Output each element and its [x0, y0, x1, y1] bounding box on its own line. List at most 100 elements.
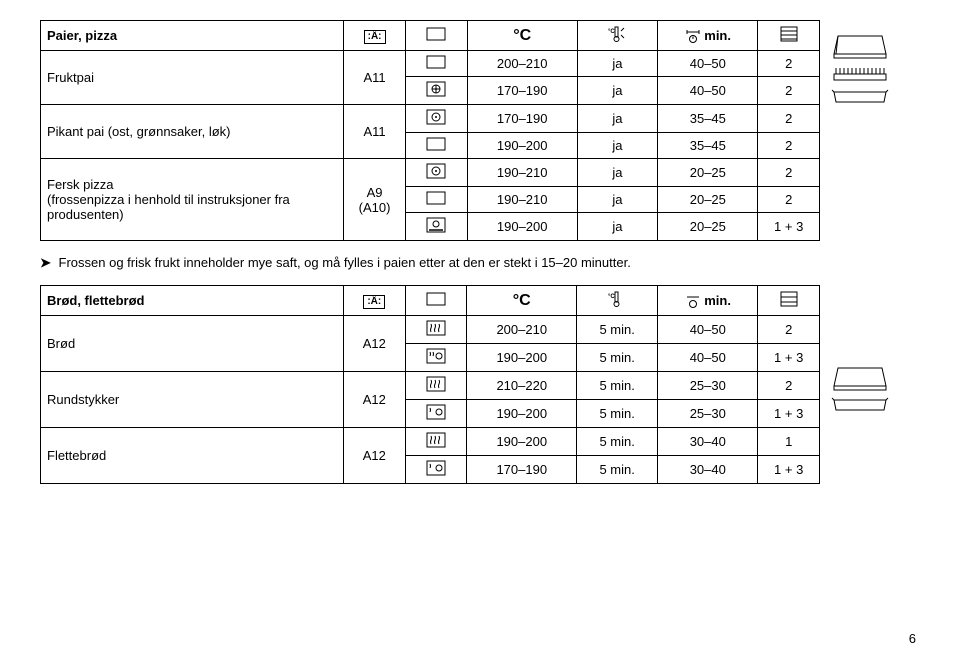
col-icon-qty — [758, 21, 820, 51]
row-label: Pikant pai (ost, grønnsaker, løk) — [41, 105, 344, 159]
mode-cell — [406, 105, 468, 133]
col-icon-time: min. — [658, 286, 758, 316]
qty-cell: 2 — [758, 187, 820, 213]
row-label: Fruktpai — [41, 51, 344, 105]
fan-icon — [426, 81, 446, 97]
row-a: A11 — [343, 105, 405, 159]
qty-cell: 1 + 3 — [758, 456, 820, 484]
qty-cell: 1 + 3 — [758, 344, 820, 372]
col-icon-a: :Ä: — [343, 286, 405, 316]
pre-cell: ja — [577, 51, 658, 77]
qty-cell: 2 — [758, 159, 820, 187]
row-label: Rundstykker — [41, 372, 344, 428]
note: ➤ Frossen og frisk frukt inneholder mye … — [40, 255, 920, 271]
table-title: Brød, flettebrød — [41, 286, 344, 316]
qty-cell: 2 — [758, 372, 820, 400]
qty-cell: 1 — [758, 428, 820, 456]
grid-icon — [780, 291, 798, 307]
mode-cell — [405, 372, 467, 400]
pre-cell: ja — [577, 77, 658, 105]
pre-cell: 5 min. — [577, 400, 658, 428]
mode-cell — [405, 400, 467, 428]
time-cell: 30–40 — [658, 428, 758, 456]
steam-fan-icon — [426, 460, 446, 476]
pre-cell: 5 min. — [577, 428, 658, 456]
rect-icon — [426, 191, 446, 205]
time-cell: 40–50 — [658, 316, 758, 344]
temp-cell: 190–210 — [467, 159, 577, 187]
pre-cell: ja — [577, 187, 658, 213]
steam-icon — [426, 320, 446, 336]
mode-cell — [405, 344, 467, 372]
col-icon-temp: °C — [467, 286, 577, 316]
row-a: A12 — [343, 428, 405, 484]
mode-cell — [405, 316, 467, 344]
svg-text:°C: °C — [608, 29, 615, 35]
mode-cell — [406, 187, 468, 213]
tray-icon — [830, 396, 890, 414]
pre-cell: 5 min. — [577, 456, 658, 484]
steam-icon — [426, 376, 446, 392]
square-a-icon: :Ä: — [364, 30, 386, 44]
col-icon-temp: °C — [467, 21, 577, 51]
rect-icon — [426, 55, 446, 69]
pre-cell: 5 min. — [577, 316, 658, 344]
mode-cell — [406, 133, 468, 159]
temp-cell: 190–210 — [467, 187, 577, 213]
qty-cell: 2 — [758, 133, 820, 159]
temp-cell: 200–210 — [467, 316, 577, 344]
fan-bottom-icon — [426, 217, 446, 233]
qty-cell: 1 + 3 — [758, 213, 820, 241]
time-cell: 35–45 — [658, 133, 758, 159]
temp-cell: 190–200 — [467, 344, 577, 372]
time-cell: 35–45 — [658, 105, 758, 133]
side-icons-2 — [830, 360, 900, 414]
mode-cell — [406, 159, 468, 187]
arrow-icon: ➤ — [40, 255, 51, 270]
temp-cell: 210–220 — [467, 372, 577, 400]
note-text: Frossen og frisk frukt inneholder mye sa… — [59, 255, 631, 270]
qty-cell: 2 — [758, 77, 820, 105]
side-icons-1 — [830, 28, 900, 106]
temp-cell: 170–190 — [467, 456, 577, 484]
row-a: A11 — [343, 51, 405, 105]
thermometer-icon: °C — [608, 290, 626, 308]
page-number: 6 — [909, 631, 916, 646]
time-cell: 20–25 — [658, 187, 758, 213]
temp-cell: 200–210 — [467, 51, 577, 77]
qty-cell: 1 + 3 — [758, 400, 820, 428]
col-icon-time: min. — [658, 21, 758, 51]
min-label: min. — [704, 293, 731, 308]
steam-icon — [426, 432, 446, 448]
fan-icon — [426, 163, 446, 179]
col-icon-qty — [758, 286, 820, 316]
rect-icon — [426, 292, 446, 306]
row-label: Flettebrød — [41, 428, 344, 484]
mode-cell — [406, 213, 468, 241]
temp-cell: 170–190 — [467, 77, 577, 105]
temp-cell: 170–190 — [467, 105, 577, 133]
steam-fan-icon — [426, 404, 446, 420]
filter-icon — [830, 32, 890, 60]
temp-cell: 190–200 — [467, 213, 577, 241]
temp-cell: 190–200 — [467, 133, 577, 159]
celsius-icon: °C — [513, 27, 531, 44]
table-title: Paier, pizza — [41, 21, 344, 51]
time-cell: 20–25 — [658, 213, 758, 241]
col-icon-preheat: °C — [577, 21, 658, 51]
pre-cell: ja — [577, 133, 658, 159]
col-icon-mode — [405, 286, 467, 316]
svg-text:°C: °C — [608, 294, 615, 300]
time-icon — [685, 294, 701, 308]
time-cell: 25–30 — [658, 400, 758, 428]
thermometer-icon: °C — [608, 25, 626, 43]
time-cell: 20–25 — [658, 159, 758, 187]
temp-cell: 190–200 — [467, 400, 577, 428]
time-cell: 30–40 — [658, 456, 758, 484]
col-icon-mode — [406, 21, 468, 51]
grid-icon — [780, 26, 798, 42]
qty-cell: 2 — [758, 316, 820, 344]
table-bread: Brød, flettebrød :Ä: °C °C min. Brød A12… — [40, 285, 820, 484]
row-label: Fersk pizza (frossenpizza i henhold til … — [41, 159, 344, 241]
qty-cell: 2 — [758, 51, 820, 77]
